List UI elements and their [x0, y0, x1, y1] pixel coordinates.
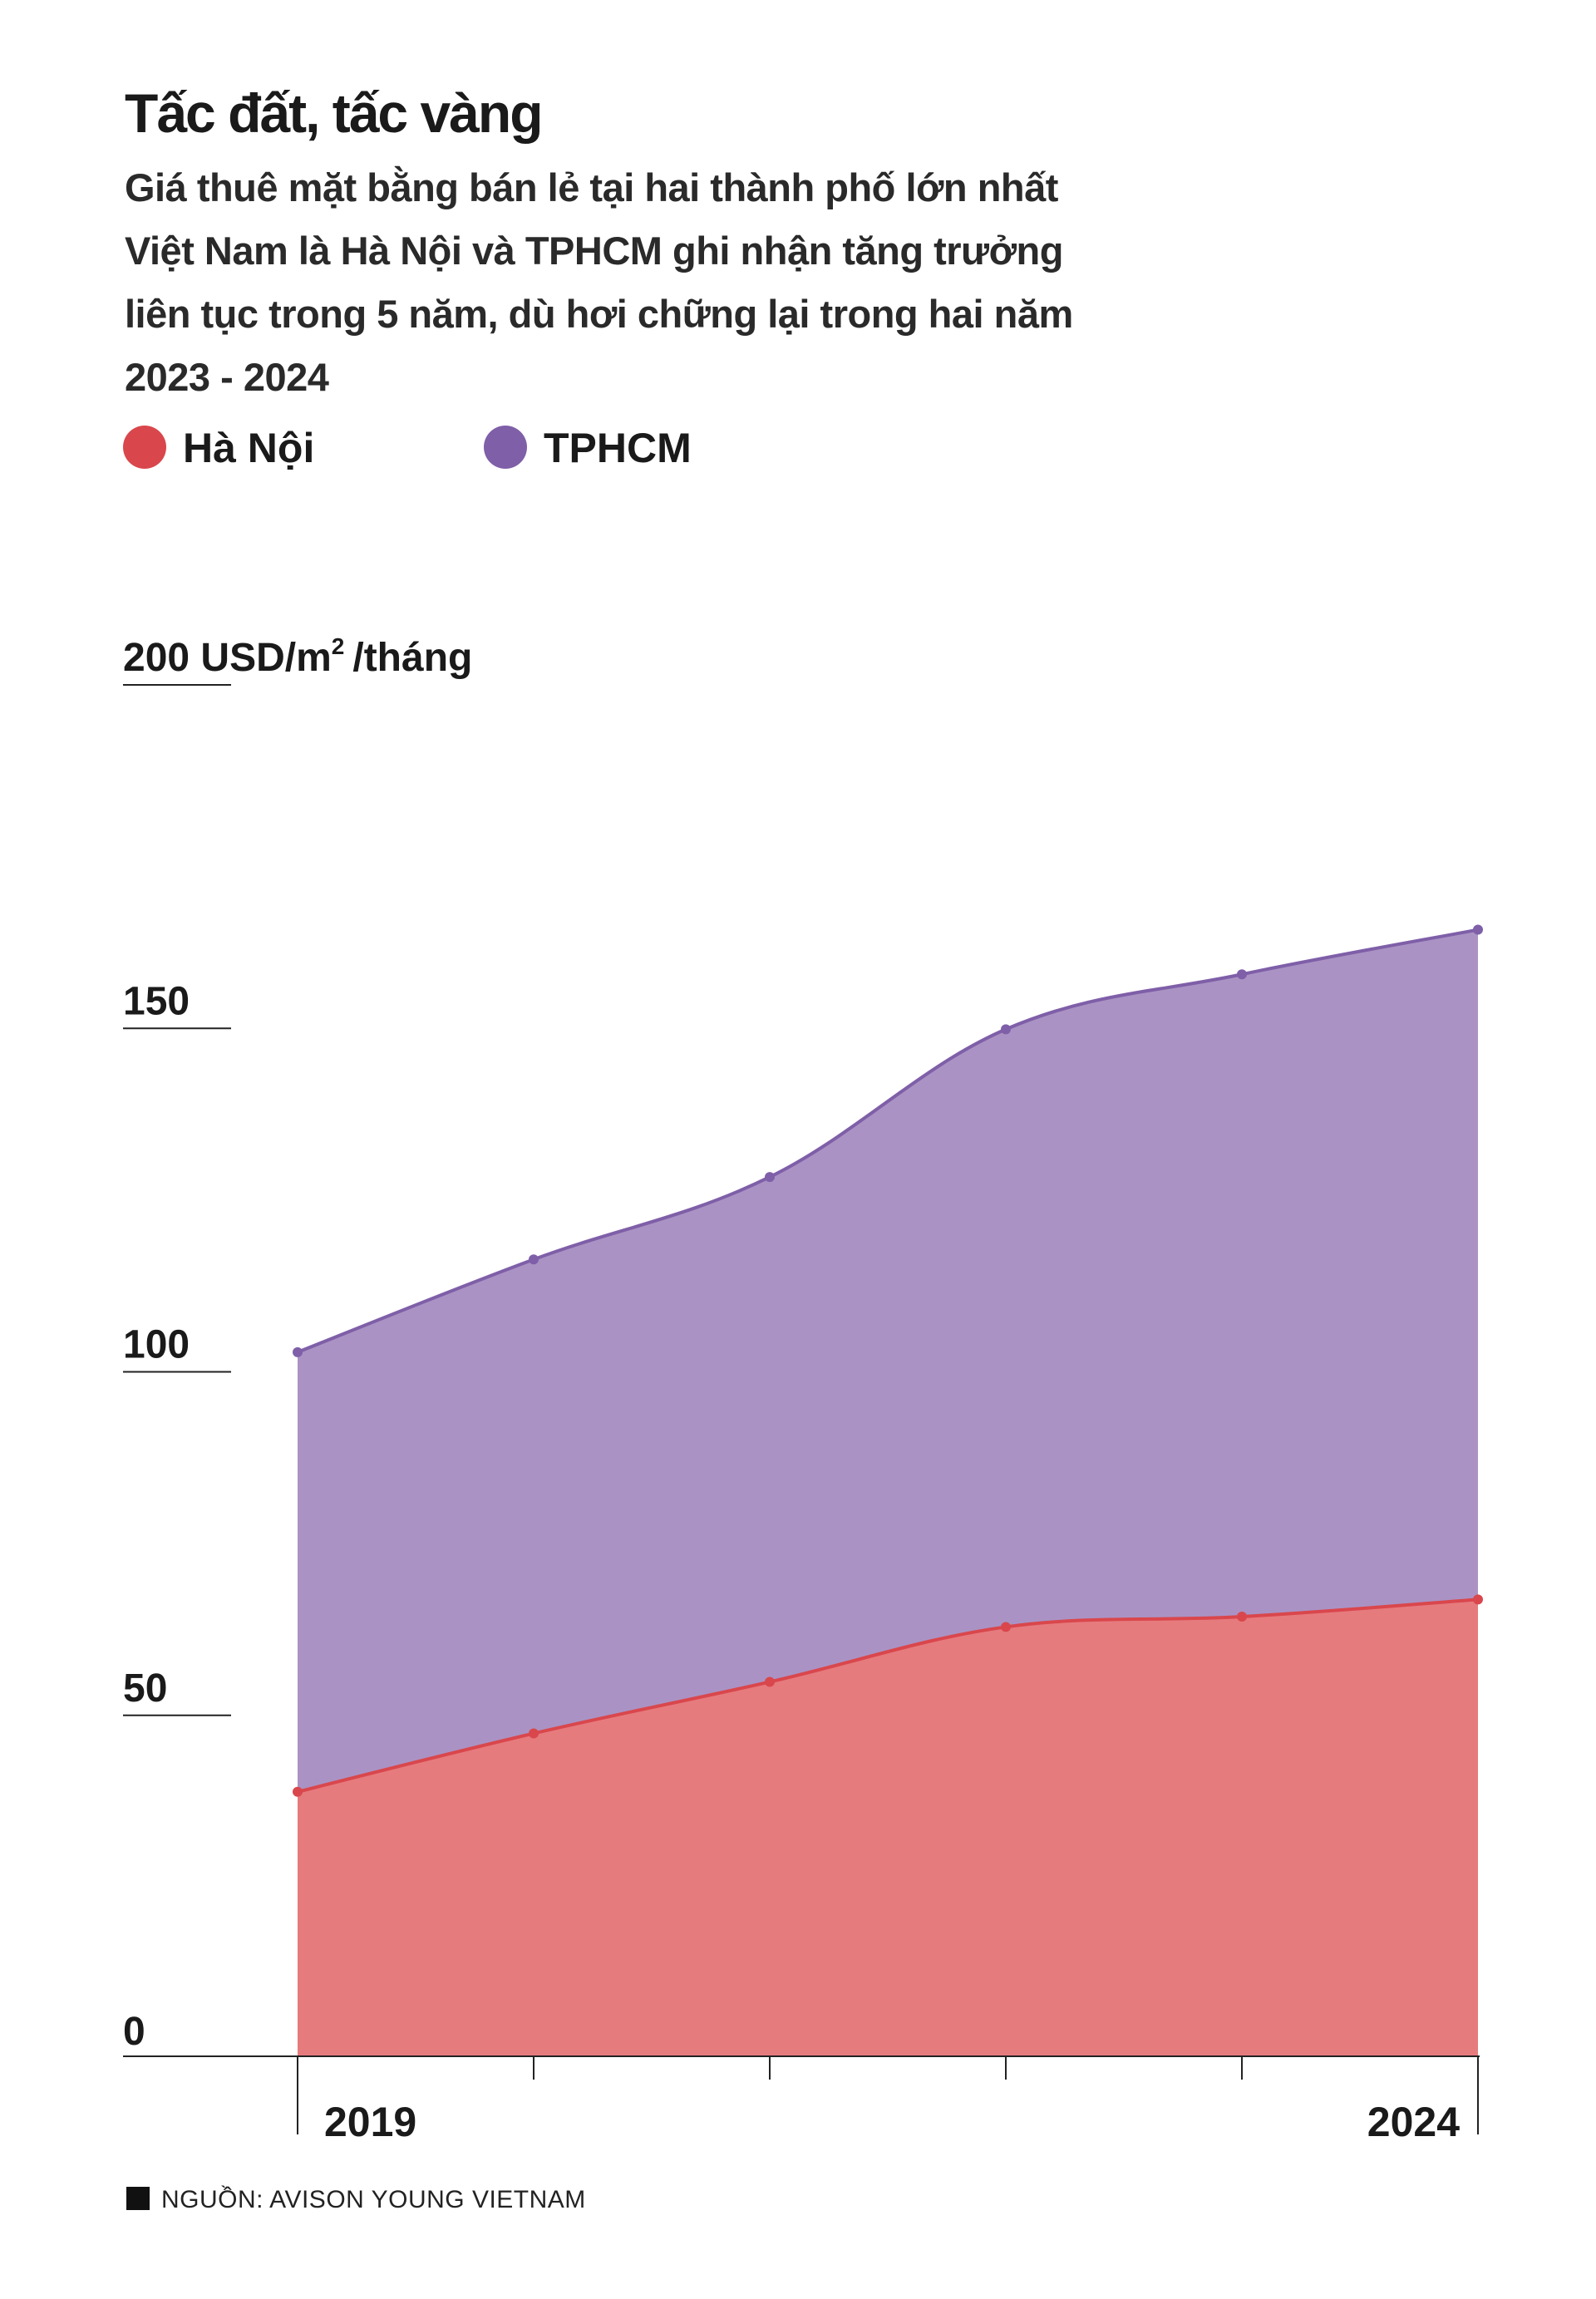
source-square-icon: [126, 2187, 150, 2210]
line-hanoi: [297, 1597, 1479, 1794]
point-tphcm-2021: [765, 1172, 775, 1183]
line-tphcm: [297, 928, 1479, 1354]
point-hanoi-2021: [765, 1676, 775, 1687]
area-chart: 0 50 100 150 200 USD/m2/tháng 2019 2024: [123, 633, 1483, 2145]
point-hanoi-2023: [1237, 1612, 1247, 1622]
y-tick-label-0: 0: [123, 2010, 145, 2054]
y-tick-label-100: 100: [123, 1323, 190, 1367]
x-tick-label-2024: 2024: [1367, 2099, 1460, 2145]
chart-subtitle: Giá thuê mặt bằng bán lẻ tại hai thành p…: [125, 165, 1073, 399]
source-note: NGUỒN: AVISON YOUNG VIETNAM: [126, 2186, 586, 2214]
legend-swatch-hanoi: [123, 426, 166, 469]
area-hanoi: [298, 1599, 1478, 2056]
chart-title: Tấc đất, tấc vàng: [125, 82, 544, 144]
source-text: NGUỒN: AVISON YOUNG VIETNAM: [161, 2186, 586, 2213]
point-hanoi-2022: [1001, 1622, 1011, 1632]
legend-label-hanoi: Hà Nội: [183, 425, 315, 471]
x-tick-label-2019: 2019: [324, 2099, 416, 2145]
area-tphcm: [298, 929, 1478, 1792]
y-tick-label-150: 150: [123, 979, 190, 1023]
y-tick-label-200: 200 USD/m2/tháng: [123, 633, 472, 680]
point-hanoi-2024: [1473, 1594, 1483, 1605]
point-tphcm-2020: [529, 1254, 539, 1265]
legend-label-hcm: TPHCM: [544, 425, 692, 471]
legend-swatch-hcm: [484, 426, 527, 469]
y-tick-label-50: 50: [123, 1666, 167, 1711]
point-tphcm-2022: [1001, 1024, 1011, 1035]
point-tphcm-2023: [1237, 969, 1247, 980]
point-hanoi-2020: [529, 1728, 539, 1739]
point-hanoi-2019: [293, 1786, 303, 1797]
point-tphcm-2019: [293, 1346, 303, 1357]
point-tphcm-2024: [1473, 924, 1483, 935]
